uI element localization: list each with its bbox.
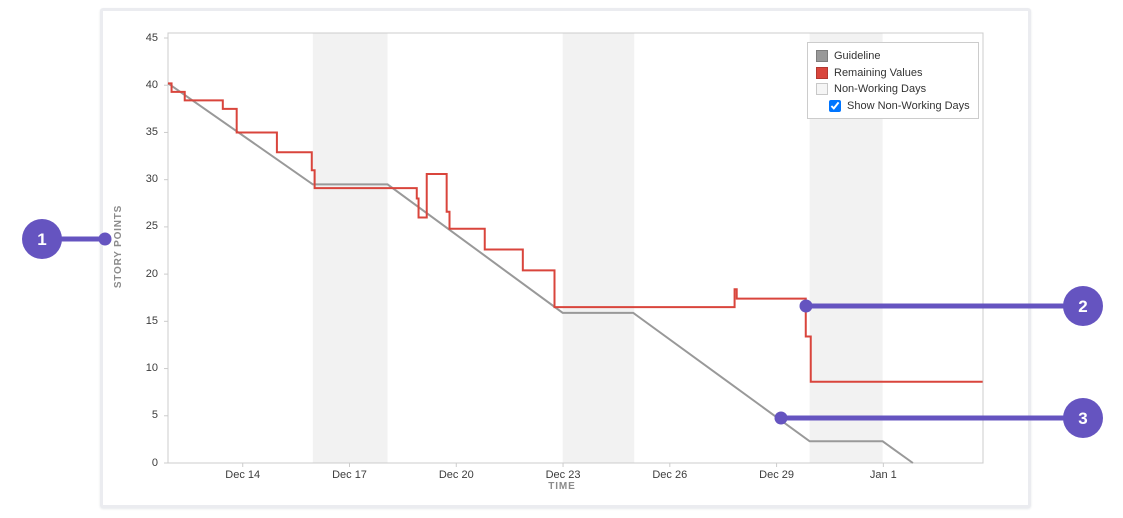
callout-number-2: 2 [1078, 297, 1087, 316]
non-working-days-swatch-icon [816, 83, 828, 96]
show-non-working-days-label[interactable]: Show Non-Working Days [847, 99, 970, 112]
legend-item-label: Non-Working Days [834, 83, 927, 96]
remaining-values-swatch-icon [816, 66, 828, 79]
legend-item-label: Remaining Values [834, 66, 923, 79]
legend-item-remaining-values: Remaining Values [816, 65, 970, 82]
callout-number-3: 3 [1078, 409, 1087, 428]
legend-item-non-working-days: Non-Working Days [816, 81, 970, 98]
legend: Guideline Remaining Values Non-Working D… [807, 42, 979, 119]
legend-item-guideline: Guideline [816, 48, 970, 65]
show-non-working-days-checkbox[interactable] [829, 99, 841, 112]
callout-badge-2 [1063, 286, 1103, 326]
guideline-swatch-icon [816, 50, 828, 63]
show-non-working-days-row: Show Non-Working Days [816, 98, 970, 115]
legend-item-label: Guideline [834, 50, 881, 63]
callout-number-1: 1 [37, 230, 46, 249]
callout-badge-1 [22, 219, 62, 259]
callout-badge-3 [1063, 398, 1103, 438]
